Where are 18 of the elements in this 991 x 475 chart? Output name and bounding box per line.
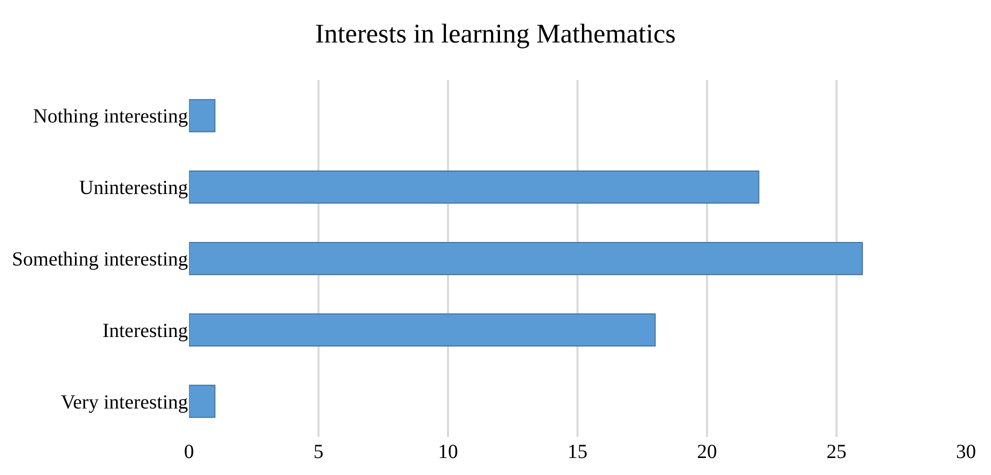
bar: [189, 242, 863, 276]
x-tick-label: 25: [826, 441, 846, 463]
bar: [189, 313, 656, 346]
x-tick-label: 5: [314, 441, 324, 463]
y-tick-label: Nothing interesting: [33, 106, 188, 128]
bar: [189, 170, 760, 204]
x-tick-label: 30: [956, 441, 976, 463]
chart-title: Interests in learning Mathematics: [315, 18, 676, 49]
x-tick-label: 10: [438, 441, 458, 463]
y-tick-label: Uninteresting: [79, 177, 188, 200]
y-tick-label: Interesting: [102, 320, 188, 342]
x-tick-label: 0: [184, 441, 194, 463]
y-tick-label: Something interesting: [12, 248, 188, 270]
bar: [189, 384, 216, 418]
x-tick-label: 15: [568, 441, 588, 463]
bar: [189, 99, 216, 132]
x-tick-label: 20: [697, 441, 717, 463]
y-tick-label: Very interesting: [60, 391, 188, 414]
